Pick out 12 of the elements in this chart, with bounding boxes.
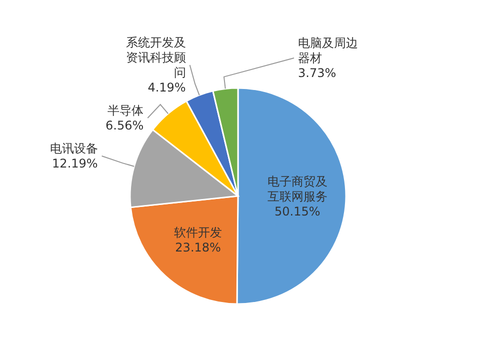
- slice-label: 半导体: [108, 104, 144, 118]
- slice-label: 电子商贸及互联网服务: [267, 174, 328, 204]
- slice-label: 软件开发: [174, 225, 222, 240]
- data-label: 12.19%: [52, 156, 98, 170]
- data-label: 6.56%: [106, 118, 144, 132]
- data-label: 50.15%: [274, 204, 320, 218]
- slice-label: 系统开发及资讯科技顾问: [126, 36, 186, 80]
- slice-label: 电讯设备: [50, 142, 98, 156]
- data-label: 4.19%: [148, 80, 186, 94]
- data-label: 3.73%: [298, 66, 336, 80]
- data-label: 23.18%: [175, 240, 221, 254]
- slice-label: 电脑及周边器材: [298, 36, 358, 65]
